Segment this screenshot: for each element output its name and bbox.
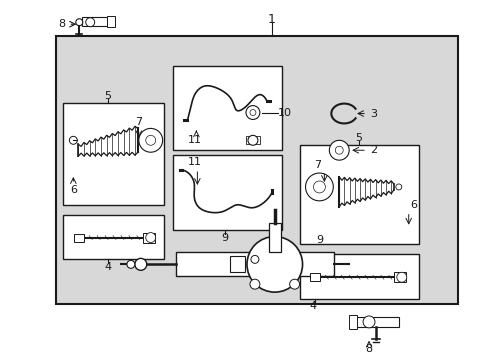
Bar xyxy=(63,103,163,205)
Circle shape xyxy=(69,136,77,144)
Circle shape xyxy=(85,18,95,27)
Circle shape xyxy=(249,109,255,116)
Text: 7: 7 xyxy=(135,117,142,127)
Circle shape xyxy=(247,135,257,145)
Bar xyxy=(82,17,114,26)
Bar xyxy=(348,315,356,329)
Circle shape xyxy=(305,173,333,201)
Bar xyxy=(230,256,244,272)
Bar xyxy=(172,155,281,230)
Bar xyxy=(56,36,457,304)
Circle shape xyxy=(127,260,135,268)
Circle shape xyxy=(135,258,146,270)
Text: 9: 9 xyxy=(221,233,228,243)
Circle shape xyxy=(139,129,163,152)
Circle shape xyxy=(250,255,258,264)
Bar xyxy=(245,136,259,144)
Bar xyxy=(74,234,84,242)
Circle shape xyxy=(289,279,299,289)
Text: 6: 6 xyxy=(409,200,416,210)
Text: 4: 4 xyxy=(309,301,316,311)
Text: 4: 4 xyxy=(104,262,111,272)
Circle shape xyxy=(396,272,406,282)
Circle shape xyxy=(313,181,325,193)
Text: 6: 6 xyxy=(70,185,77,195)
Circle shape xyxy=(395,184,401,190)
Bar xyxy=(175,252,334,276)
Circle shape xyxy=(76,19,82,26)
Text: 5: 5 xyxy=(104,91,111,101)
Bar xyxy=(172,66,281,150)
Circle shape xyxy=(335,146,343,154)
Bar xyxy=(142,233,154,243)
Bar xyxy=(299,145,418,244)
Text: 8: 8 xyxy=(365,344,372,354)
Bar xyxy=(107,16,115,27)
Circle shape xyxy=(246,237,302,292)
Bar xyxy=(393,272,405,282)
Text: 7: 7 xyxy=(313,160,320,170)
Text: 3: 3 xyxy=(370,108,377,118)
Bar xyxy=(268,223,280,252)
Text: 9: 9 xyxy=(315,234,322,244)
Text: 8: 8 xyxy=(58,19,65,29)
Circle shape xyxy=(328,140,348,160)
Text: 11: 11 xyxy=(187,135,201,145)
Circle shape xyxy=(249,279,259,289)
Circle shape xyxy=(145,233,155,243)
Text: 10: 10 xyxy=(277,108,291,117)
Text: 2: 2 xyxy=(370,145,377,155)
Text: 1: 1 xyxy=(267,13,275,26)
Circle shape xyxy=(245,105,259,120)
Text: 5: 5 xyxy=(355,133,362,143)
Bar xyxy=(310,273,320,281)
Bar xyxy=(353,317,398,327)
Circle shape xyxy=(145,135,155,145)
Bar xyxy=(63,215,163,260)
Circle shape xyxy=(362,316,374,328)
Bar xyxy=(299,255,418,299)
Text: 11: 11 xyxy=(187,157,201,167)
